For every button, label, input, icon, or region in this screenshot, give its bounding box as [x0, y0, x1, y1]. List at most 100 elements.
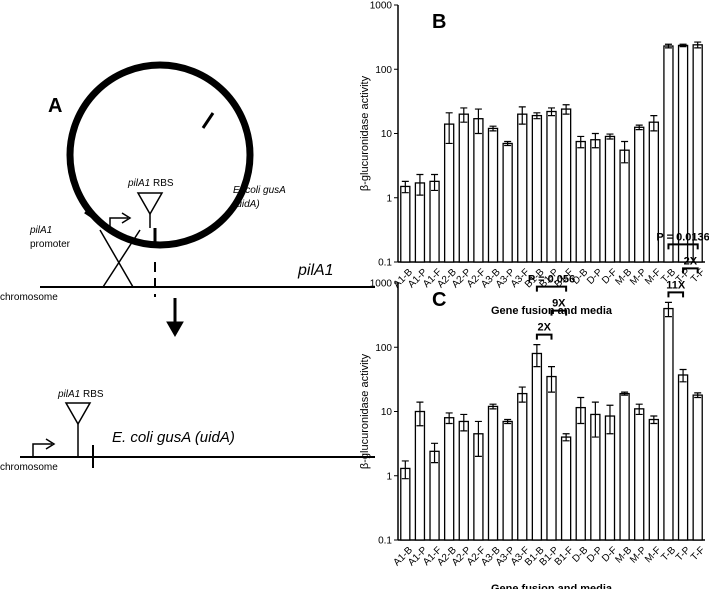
- error-bar: [445, 112, 453, 145]
- error-bar: [533, 112, 541, 120]
- chromosome-label: chromosome: [0, 292, 58, 303]
- error-bar: [679, 368, 687, 383]
- locus-label: pilA1: [297, 262, 334, 279]
- bar: [575, 406, 586, 541]
- error-bar: [591, 132, 599, 149]
- bar: [443, 417, 455, 541]
- bar: [487, 405, 499, 541]
- bar: [648, 418, 660, 541]
- bar: [429, 450, 440, 541]
- bracket: [535, 333, 553, 340]
- error-bar: [635, 403, 643, 416]
- error-bar: [562, 104, 570, 115]
- promoter-label: pilA1: [29, 225, 52, 236]
- error-bar: [562, 433, 570, 442]
- bar: [560, 108, 572, 263]
- annotation: P = 0.0136: [656, 231, 709, 243]
- error-bar: [621, 140, 629, 164]
- bar: [458, 420, 469, 541]
- y-tick-label: 10: [381, 407, 393, 418]
- error-bar: [650, 114, 658, 132]
- bar: [604, 415, 616, 541]
- error-bar: [504, 140, 512, 147]
- bar: [546, 110, 557, 263]
- error-bar: [664, 301, 672, 318]
- bracket: [667, 243, 699, 250]
- error-bar: [606, 133, 614, 140]
- y-tick-label: 100: [375, 343, 392, 354]
- bar: [487, 127, 499, 263]
- bar: [677, 44, 689, 263]
- bar: [546, 375, 557, 541]
- error-bar: [577, 135, 585, 149]
- error-bar: [679, 43, 687, 48]
- bar: [443, 123, 455, 263]
- y-tick-label: 1000: [370, 279, 393, 290]
- error-bar: [460, 107, 468, 123]
- crossover: [99, 229, 141, 288]
- bar: [692, 394, 703, 541]
- annotation: 2X: [537, 322, 551, 334]
- error-bar: [548, 107, 555, 117]
- error-bar: [504, 418, 512, 425]
- bar: [400, 185, 411, 263]
- bar: [531, 352, 543, 541]
- error-bar: [635, 124, 643, 131]
- promoter-arrow-head: [45, 438, 56, 450]
- bar: [502, 142, 513, 263]
- rbs-label: pilA1 RBS: [127, 178, 174, 189]
- error-bar: [694, 41, 702, 49]
- reporter-label: (uidA): [233, 199, 260, 210]
- y-tick-label: 0.1: [378, 258, 392, 269]
- rbs-label: pilA1 RBS: [57, 389, 104, 400]
- error-bar: [591, 401, 599, 438]
- x-tick-label: T-F: [689, 545, 707, 563]
- error-bar: [518, 106, 526, 125]
- annotation: P = 0.056: [528, 274, 575, 286]
- diagram: [20, 61, 375, 468]
- panel-label: C: [432, 289, 446, 311]
- bar: [429, 180, 440, 263]
- bar: [560, 436, 572, 541]
- panel-label: B: [432, 11, 446, 33]
- bar: [517, 392, 528, 541]
- error-bar: [606, 404, 614, 435]
- reporter-label: E. coli gusA: [233, 185, 286, 196]
- error-bar: [416, 401, 424, 427]
- reporter-label: E. coli gusA (uidA): [112, 429, 235, 446]
- bar: [663, 307, 674, 541]
- rbs-triangle: [136, 192, 164, 216]
- bar: [590, 139, 601, 263]
- bar: [663, 45, 674, 263]
- panel-label: A: [48, 95, 62, 117]
- error-bar: [694, 392, 702, 399]
- bar: [575, 140, 586, 263]
- bar: [634, 408, 645, 541]
- bar: [502, 420, 513, 541]
- bar: [692, 44, 703, 263]
- bar: [458, 113, 469, 263]
- promoter-arrow: [32, 443, 52, 457]
- y-tick-label: 1000: [370, 1, 393, 12]
- y-tick-label: 100: [375, 65, 392, 76]
- bar: [634, 126, 645, 263]
- bar: [677, 374, 689, 541]
- error-bar: [664, 43, 672, 49]
- error-bar: [650, 415, 658, 425]
- error-bar: [445, 412, 453, 425]
- error-bar: [621, 391, 629, 396]
- promoter-arrow: [109, 217, 128, 230]
- error-bar: [431, 173, 439, 192]
- error-bar: [533, 343, 541, 368]
- bracket: [667, 291, 685, 298]
- annotation: 9X: [552, 298, 566, 310]
- error-bar: [401, 460, 409, 480]
- y-axis-label: β-glucuronidase activity: [359, 353, 371, 469]
- y-axis-label: β-glucuronidase activity: [359, 75, 371, 191]
- bar: [531, 114, 543, 263]
- x-axis-label: Gene fusion and media: [491, 583, 613, 589]
- error-bar: [431, 442, 439, 464]
- error-bar: [518, 386, 526, 403]
- chromosome-label: chromosome: [0, 462, 58, 473]
- bar: [604, 135, 616, 263]
